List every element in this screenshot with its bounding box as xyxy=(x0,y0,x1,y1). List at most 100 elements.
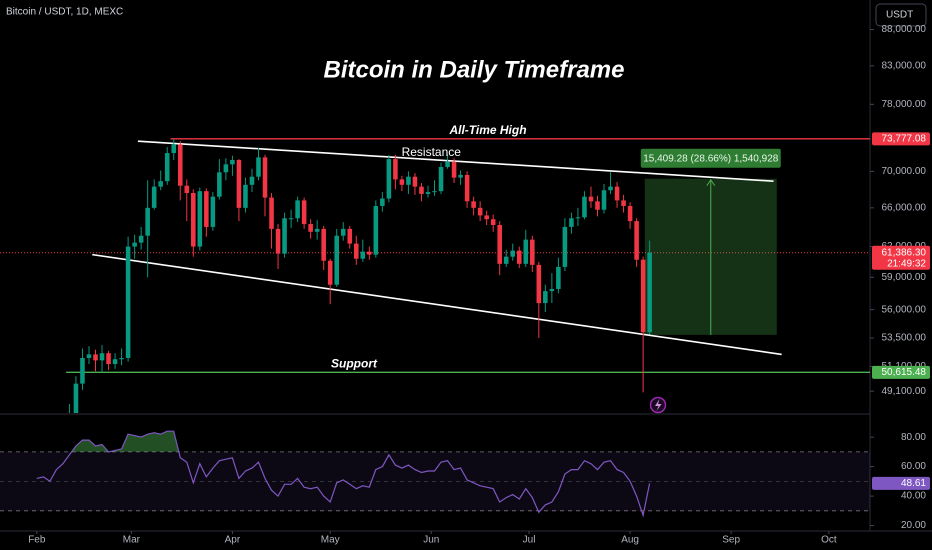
candle-body xyxy=(334,235,340,285)
candle-body xyxy=(132,242,137,247)
candle-body xyxy=(438,166,444,192)
alert-icon-bolt xyxy=(655,399,662,411)
candle-body xyxy=(458,174,463,178)
last-price-badge-countdown: 21:49:32 xyxy=(887,258,926,269)
candle-body xyxy=(406,176,411,185)
candle-body xyxy=(432,191,437,193)
candle-body xyxy=(301,200,307,225)
candle-body xyxy=(608,186,613,191)
candle-body xyxy=(171,144,177,154)
candle-body xyxy=(138,235,144,243)
candle-body xyxy=(230,159,235,165)
candle-body xyxy=(484,215,489,220)
candle-body xyxy=(347,228,353,244)
candle-body xyxy=(236,159,242,208)
candle-body xyxy=(223,164,229,173)
candle-body xyxy=(477,207,483,216)
candle-body xyxy=(647,252,652,333)
y-tick-label: 59,000.00 xyxy=(882,272,927,283)
candle-body xyxy=(217,172,222,197)
rsi-badge xyxy=(872,476,930,490)
candle-body xyxy=(93,354,98,361)
candle-body xyxy=(164,153,170,182)
candle-body xyxy=(634,221,639,260)
candle-body xyxy=(210,196,216,227)
candle-body xyxy=(73,383,79,413)
candle-body xyxy=(536,264,542,304)
last-price-badge-label: 61,386.30 xyxy=(882,247,927,258)
symbol-header: Bitcoin / USDT, 1D, MEXC xyxy=(6,7,123,18)
level-badge-label: 73,777.08 xyxy=(882,133,927,144)
trendline xyxy=(92,253,782,356)
candle-body xyxy=(80,357,85,384)
candle-body xyxy=(575,217,581,219)
candle-body xyxy=(503,256,509,264)
candle-body xyxy=(582,196,587,218)
trendline-name: Resistance xyxy=(402,145,462,159)
candle-body xyxy=(373,205,379,255)
candle-body xyxy=(295,200,300,219)
candle-body xyxy=(340,228,346,236)
rsi-y-tick-label: 80.00 xyxy=(901,432,926,443)
candle-body xyxy=(275,228,281,254)
candle-body xyxy=(451,161,457,178)
level-name: Support xyxy=(331,356,378,370)
candle-body xyxy=(308,224,313,232)
candle-body xyxy=(106,353,111,364)
x-tick-label: Oct xyxy=(821,535,837,546)
rsi-y-tick-label: 20.00 xyxy=(901,520,926,531)
candle-body xyxy=(425,192,431,194)
candle-body xyxy=(269,197,274,229)
x-tick-label: Apr xyxy=(225,535,241,546)
candle-body xyxy=(543,291,548,304)
candle-body xyxy=(412,176,418,187)
rsi-badge-label: 48.61 xyxy=(901,478,926,489)
y-tick-label: 83,000.00 xyxy=(882,60,927,71)
x-tick-label: Mar xyxy=(123,535,141,546)
candle-body xyxy=(249,176,255,185)
candle-body xyxy=(262,157,268,198)
x-tick-label: Jun xyxy=(423,535,439,546)
position-label-box xyxy=(640,148,781,168)
x-tick-label: Sep xyxy=(722,535,740,546)
x-tick-label: May xyxy=(321,535,340,546)
candle-body xyxy=(490,219,496,225)
candle-body xyxy=(640,259,646,333)
candle-body xyxy=(516,250,522,264)
x-tick-label: Aug xyxy=(621,535,639,546)
candle-body xyxy=(419,186,424,194)
alert-icon xyxy=(649,396,667,414)
rsi-y-tick-label: 40.00 xyxy=(901,491,926,502)
x-tick-label: Jul xyxy=(523,535,536,546)
candle-body xyxy=(158,181,163,187)
chart-title: Bitcoin in Daily Timeframe xyxy=(324,56,625,83)
level-name: All-Time High xyxy=(448,123,526,137)
candle-body xyxy=(327,260,333,285)
y-tick-label: 66,000.00 xyxy=(882,202,927,213)
currency-button[interactable]: USDT xyxy=(875,3,927,27)
y-tick-label: 70,000.00 xyxy=(882,166,927,177)
candle-body xyxy=(380,198,385,206)
candle-body xyxy=(445,161,450,167)
candle-body xyxy=(614,186,620,201)
candle-body xyxy=(556,266,561,289)
candle-body xyxy=(621,200,626,206)
position-arrowhead xyxy=(706,178,716,187)
candle-body xyxy=(256,157,261,177)
candle-body xyxy=(243,184,248,208)
candle-body xyxy=(471,201,476,208)
candle-body xyxy=(204,191,209,227)
candle-body xyxy=(562,226,568,267)
candle-body xyxy=(601,190,607,210)
trendline xyxy=(137,140,774,182)
candle-body xyxy=(569,218,574,227)
candle-body xyxy=(464,174,470,202)
currency-button-frame[interactable] xyxy=(875,3,927,27)
candle-body xyxy=(353,243,359,259)
candle-body xyxy=(530,239,535,265)
rsi-line xyxy=(36,430,651,518)
candle-body xyxy=(184,185,190,194)
currency-button-label[interactable]: USDT xyxy=(886,10,913,21)
